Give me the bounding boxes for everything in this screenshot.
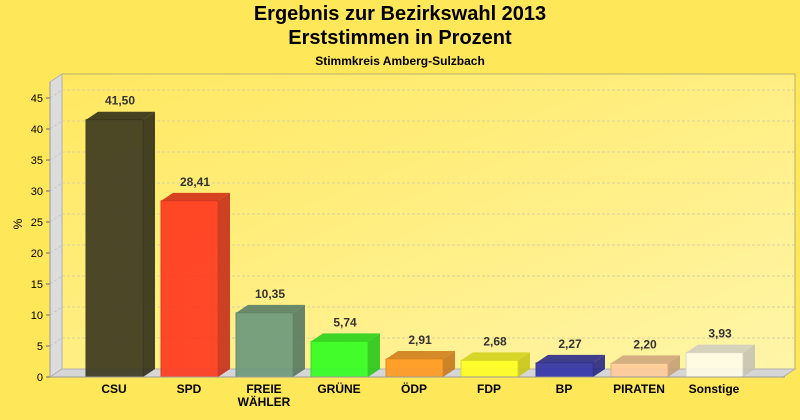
y-tick-label: 10 [31,310,43,322]
gridline-side [49,120,63,130]
bar-top [461,352,530,361]
y-tick-label: 35 [31,155,43,167]
y-tick-label: 20 [31,248,43,260]
bar [160,200,219,378]
gridline-side [49,151,63,161]
bar-csu: 41,50 [85,94,155,378]
x-tick-label: FDP [477,382,501,396]
bar [235,312,294,378]
x-tick-label: Sonstige [689,382,740,396]
y-tick-label: 0 [37,372,43,384]
bar-side [593,354,605,377]
bar-sonstige: 3,93 [685,327,755,378]
bar-top [311,333,380,342]
bar [85,119,144,378]
gridline-side [49,275,63,285]
x-tick-label: CSU [101,382,126,396]
bar-side [443,350,455,377]
bar-top [161,192,230,201]
x-tick-label: ÖDP [401,381,427,396]
bar-side [143,111,155,377]
bar [460,359,519,378]
y-tick-label: 25 [31,217,43,229]
x-tick-label: PIRATEN [613,382,665,396]
y-axis-label: % [11,218,25,229]
y-tick-label: 45 [31,93,43,105]
bar [685,352,744,378]
bar-top [536,354,605,363]
gridline-side [49,89,63,99]
bar [385,358,444,378]
bar-top [386,350,455,359]
bar-side [518,352,530,377]
data-label: 5,74 [333,315,357,329]
data-label: 2,27 [558,337,582,351]
gridline-side [49,306,63,316]
y-tick-label: 5 [37,341,43,353]
bar-fdp: 2,68 [460,334,530,378]
data-label: 3,93 [708,327,732,341]
data-label: 2,20 [633,337,657,351]
gridline-side [49,182,63,192]
bar-freie: 10,35 [235,287,305,378]
bar-side [368,333,380,377]
x-tick-label: SPD [177,382,202,396]
y-tick-label: 30 [31,186,43,198]
y-tick-label: 15 [31,279,43,291]
chart-subtitle: Erststimmen in Prozent [288,27,512,49]
bar-side [218,192,230,377]
bar-top [686,344,755,353]
gridline-side [49,244,63,254]
data-label: 2,91 [408,333,432,347]
chart-subtitle-2: Stimmkreis Amberg-Sulzbach [315,54,485,68]
bar-side [743,344,755,377]
bar-ödp: 2,91 [385,333,455,378]
bar-top [611,355,680,364]
bar-side [293,304,305,377]
data-label: 2,68 [483,334,507,348]
chart-title: Ergebnis zur Bezirkswahl 2013 [253,3,547,25]
data-label: 10,35 [255,287,285,301]
data-label: 28,41 [180,175,210,189]
x-tick-label: BP [556,382,573,396]
x-tick-label: WÄHLER [238,394,291,409]
left-wall [49,73,63,378]
x-tick-label: GRÜNE [317,381,360,396]
bar [535,362,594,378]
bar-side [668,355,680,377]
bar-top [236,304,305,313]
x-tick-label: FREIE [246,382,281,396]
bar-piraten: 2,20 [610,337,680,378]
bar-top [86,111,155,120]
gridline-side [49,213,63,223]
y-tick-label: 40 [31,124,43,136]
bar [310,340,369,378]
bar [610,362,669,378]
bar-spd: 28,41 [160,175,230,378]
gridline-side [49,337,63,347]
data-label: 41,50 [105,94,135,108]
